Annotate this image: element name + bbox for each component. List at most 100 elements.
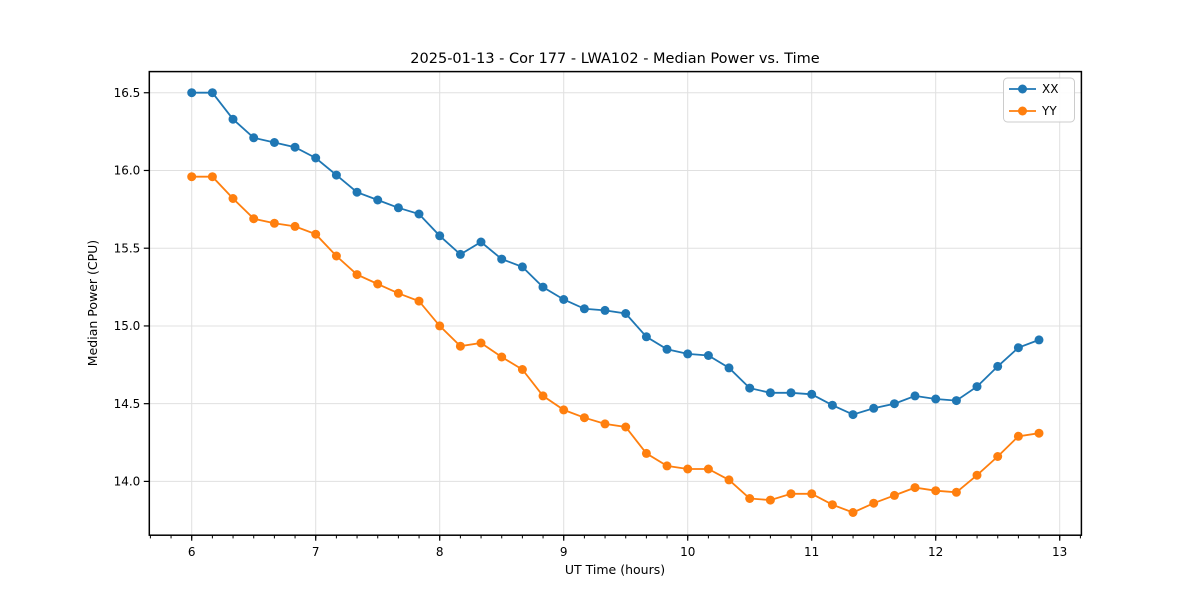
- data-point-marker-yy: [269, 218, 279, 228]
- data-point-marker-yy: [352, 270, 362, 280]
- data-point-marker-yy: [497, 352, 507, 362]
- data-point-marker-yy: [765, 495, 775, 505]
- axes-layer: [143, 70, 1083, 541]
- data-point-marker-yy: [187, 172, 197, 182]
- plot-border: [148, 70, 1083, 536]
- x-tick-label: 6: [188, 545, 196, 559]
- data-point-marker-xx: [414, 209, 424, 219]
- y-tick-label: 15.5: [114, 241, 141, 255]
- data-point-marker-xx: [1013, 343, 1023, 353]
- x-tick-label: 7: [312, 545, 320, 559]
- data-point-marker-xx: [662, 344, 672, 354]
- data-point-marker-yy: [621, 422, 631, 432]
- data-point-marker-xx: [311, 153, 321, 163]
- tick-labels: 6 7 8 9 10 11 12 13 14.0 14.5 15.0 15.5 16.0 16.5: [114, 86, 1068, 559]
- data-point-marker-xx: [249, 133, 259, 143]
- data-point-marker-yy: [931, 486, 941, 496]
- y-tick-label: 15.0: [114, 319, 141, 333]
- data-point-marker-xx: [910, 391, 920, 401]
- legend-label-yy: YY: [1041, 104, 1057, 118]
- data-point-marker-yy: [848, 508, 858, 517]
- data-point-marker-yy: [724, 475, 734, 485]
- data-point-marker-xx: [373, 195, 383, 205]
- data-point-marker-xx: [497, 254, 507, 264]
- data-point-marker-xx: [559, 295, 569, 304]
- data-point-marker-yy: [683, 464, 693, 474]
- data-point-marker-yy: [331, 251, 341, 261]
- data-point-marker-yy: [807, 489, 817, 499]
- data-point-marker-xx: [187, 88, 197, 98]
- data-point-marker-xx: [683, 349, 693, 359]
- data-point-marker-xx: [579, 304, 589, 314]
- data-point-marker-yy: [579, 413, 589, 423]
- x-tick-label: 12: [928, 545, 943, 559]
- data-point-marker-xx: [352, 187, 362, 197]
- data-point-marker-yy: [662, 461, 672, 471]
- data-point-marker-yy: [435, 321, 445, 331]
- data-point-marker-yy: [972, 470, 982, 480]
- series-layer: [187, 88, 1044, 517]
- y-tick-label: 16.5: [114, 86, 141, 100]
- x-tick-label: 9: [560, 545, 568, 559]
- data-point-marker-yy: [311, 229, 321, 239]
- data-point-marker-yy: [559, 405, 569, 415]
- data-point-marker-xx: [228, 114, 238, 124]
- y-tick-label: 14.5: [114, 397, 141, 411]
- y-axis-label: Median Power (CPU): [85, 240, 100, 366]
- data-point-marker-xx: [207, 88, 217, 98]
- data-point-marker-xx: [848, 410, 858, 420]
- legend-marker-yy: [1018, 106, 1027, 116]
- legend-box: [1003, 77, 1075, 123]
- data-point-marker-yy: [745, 494, 755, 503]
- data-point-marker-yy: [600, 419, 610, 429]
- data-point-marker-yy: [1034, 428, 1044, 438]
- data-point-marker-yy: [993, 452, 1003, 461]
- data-point-marker-yy: [869, 498, 879, 508]
- legend: XX YY: [1003, 77, 1075, 123]
- data-point-marker-yy: [476, 338, 486, 348]
- data-point-marker-yy: [827, 500, 837, 510]
- data-point-marker-xx: [517, 262, 527, 272]
- data-point-marker-xx: [269, 138, 279, 147]
- x-tick-label: 10: [680, 545, 695, 559]
- data-point-marker-xx: [807, 389, 817, 399]
- data-point-marker-xx: [889, 399, 899, 409]
- data-point-marker-xx: [931, 394, 941, 404]
- data-point-marker-yy: [414, 296, 424, 306]
- data-point-marker-yy: [228, 194, 238, 203]
- data-point-marker-xx: [290, 142, 300, 152]
- x-tick-label: 11: [804, 545, 819, 559]
- chart-title: 2025-01-13 - Cor 177 - LWA102 - Median P…: [410, 51, 819, 67]
- data-point-marker-xx: [765, 388, 775, 398]
- y-tick-label: 14.0: [114, 475, 141, 489]
- data-point-marker-yy: [641, 448, 651, 458]
- data-point-marker-yy: [1013, 431, 1023, 441]
- legend-marker-xx: [1018, 84, 1027, 94]
- data-point-marker-yy: [393, 288, 403, 298]
- data-point-marker-yy: [249, 214, 259, 224]
- data-point-marker-yy: [290, 221, 300, 231]
- data-point-marker-xx: [476, 237, 486, 247]
- data-point-marker-yy: [951, 487, 961, 497]
- data-point-marker-xx: [331, 170, 341, 180]
- data-point-marker-yy: [786, 489, 796, 499]
- legend-item-xx: XX: [1009, 82, 1058, 96]
- legend-label-xx: XX: [1042, 82, 1058, 96]
- data-point-marker-xx: [786, 388, 796, 398]
- data-point-marker-xx: [621, 309, 631, 318]
- data-point-marker-xx: [435, 231, 445, 241]
- series-line-xx: [191, 91, 1040, 416]
- data-point-marker-xx: [455, 249, 465, 259]
- data-point-marker-xx: [724, 363, 734, 373]
- data-point-marker-xx: [703, 351, 713, 360]
- series-line-yy: [191, 175, 1040, 514]
- data-point-marker-xx: [745, 383, 755, 393]
- data-point-marker-yy: [910, 483, 920, 493]
- data-point-marker-yy: [889, 490, 899, 500]
- data-point-marker-xx: [1034, 335, 1044, 345]
- data-point-marker-yy: [517, 365, 527, 374]
- data-point-marker-yy: [703, 464, 713, 474]
- x-tick-label: 8: [436, 545, 444, 559]
